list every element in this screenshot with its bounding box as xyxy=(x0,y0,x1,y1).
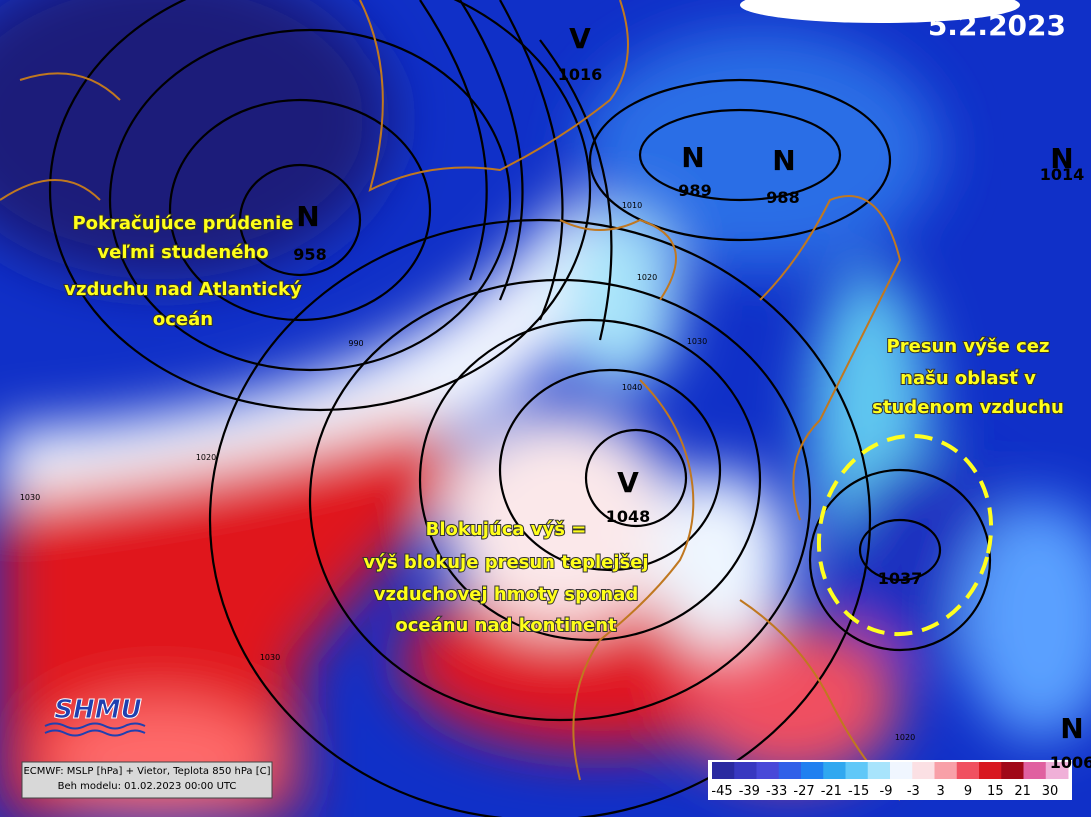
center-symbol: N xyxy=(1050,142,1073,175)
colorbar: -45 -39 -33 -27 -21 -15 -9 -3 3 9 15 21 30 xyxy=(711,762,1069,799)
isobar-label: 1020 xyxy=(895,733,915,742)
colorbar-swatch xyxy=(956,762,980,779)
isobar-label: 1030 xyxy=(20,493,40,502)
center-value: 1014 xyxy=(1040,165,1085,184)
center-value: 1006 xyxy=(1050,753,1091,772)
center-symbol: V xyxy=(569,22,591,55)
center-symbol: N xyxy=(772,144,795,177)
isobar-label: 1020 xyxy=(196,453,216,462)
colorbar-swatch xyxy=(1045,762,1069,779)
colorbar-swatch xyxy=(1023,762,1047,779)
annotation-line: Blokujúca výš = xyxy=(426,519,587,540)
colorbar-tick-label: -9 xyxy=(880,784,893,799)
colorbar-swatch xyxy=(912,762,935,779)
isobar-label: 1020 xyxy=(637,273,657,282)
center-value: 1048 xyxy=(606,507,651,526)
colorbar-tick-label: 21 xyxy=(1014,784,1031,799)
logo: SHMU xyxy=(44,695,146,737)
colorbar-tick-label: 30 xyxy=(1042,784,1059,799)
colorbar-tick-label: 3 xyxy=(937,784,945,799)
isobar-label: 1040 xyxy=(622,383,642,392)
annotation-line: vzduchovej hmoty sponad xyxy=(374,584,639,605)
colorbar-swatch xyxy=(890,762,913,779)
isobar-label: 1030 xyxy=(260,653,280,662)
colorbar-tick-label: -15 xyxy=(848,784,869,799)
colorbar-tick-label: -27 xyxy=(793,784,814,799)
isobar-label: 1010 xyxy=(622,201,642,210)
isobar-label: 1030 xyxy=(687,337,707,346)
source-line: Beh modelu: 01.02.2023 00:00 UTC xyxy=(58,781,237,792)
colorbar-swatch xyxy=(934,762,958,779)
source-box: ECMWF: MSLP [hPa] + Vietor, Teplota 850 … xyxy=(21,761,273,799)
annotation-line: oceán xyxy=(153,309,213,330)
center-value: 988 xyxy=(766,188,799,207)
annotation-line: Presun výše cez xyxy=(887,336,1050,357)
annotation-line: studenom vzduchu xyxy=(872,397,1064,418)
colorbar-tick-label: -39 xyxy=(739,784,760,799)
center-value: 1016 xyxy=(558,65,603,84)
isobar-label: 990 xyxy=(348,339,363,348)
colorbar-swatch xyxy=(979,762,1002,779)
colorbar-swatch xyxy=(734,762,757,779)
center-symbol: N xyxy=(296,200,319,233)
annotation-line: Pokračujúce prúdenie xyxy=(72,213,293,234)
colorbar-tick-label: -21 xyxy=(821,784,842,799)
colorbar-tick-label: -33 xyxy=(766,784,787,799)
annotation-line: vzduchu nad Atlantický xyxy=(64,279,302,300)
center-symbol: N xyxy=(1060,712,1083,745)
center-value: 1037 xyxy=(878,569,923,588)
colorbar-swatch xyxy=(823,762,846,779)
colorbar-swatch xyxy=(845,762,869,779)
annotation-line: veľmi studeného xyxy=(97,242,268,263)
logo-text: SHMU xyxy=(54,695,141,725)
annotation-line: našu oblasť v xyxy=(900,368,1036,389)
isobars xyxy=(48,0,992,817)
colorbar-tick-label: -3 xyxy=(907,784,920,799)
colorbar-swatch xyxy=(867,762,891,779)
colorbar-swatch xyxy=(756,762,780,779)
colorbar-swatch xyxy=(1001,762,1024,779)
highlight-ellipse xyxy=(816,433,994,637)
colorbar-tick-label: 9 xyxy=(964,784,972,799)
colorbar-tick-label: -45 xyxy=(711,784,732,799)
annotation-line: výš blokuje presun teplejšej xyxy=(363,552,648,573)
colorbar-swatch xyxy=(778,762,802,779)
center-value: 958 xyxy=(293,245,326,264)
colorbar-swatch xyxy=(801,762,824,779)
source-line: ECMWF: MSLP [hPa] + Vietor, Teplota 850 … xyxy=(23,766,270,777)
annotation-line: oceánu nad kontinent xyxy=(395,615,617,636)
colorbar-swatch xyxy=(712,762,735,779)
center-symbol: N xyxy=(681,141,704,174)
center-symbol: V xyxy=(617,466,639,499)
date: 5.2.2023 xyxy=(928,9,1066,42)
center-value: 989 xyxy=(678,181,711,200)
colorbar-tick-label: 15 xyxy=(987,784,1004,799)
